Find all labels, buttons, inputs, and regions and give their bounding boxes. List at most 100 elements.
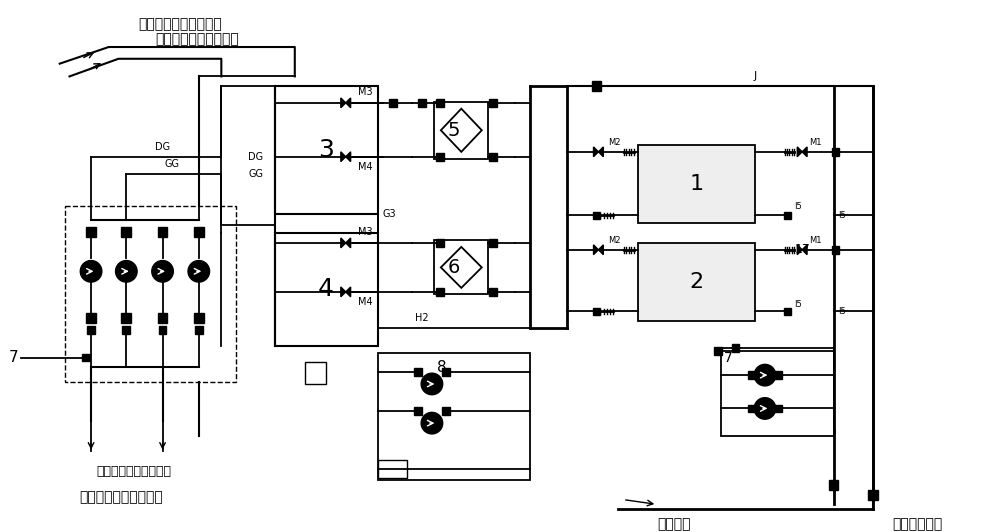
Bar bbox=[832, 148, 839, 156]
Polygon shape bbox=[346, 98, 351, 108]
Text: 低区生活热水供水总管: 低区生活热水供水总管 bbox=[79, 490, 163, 504]
Circle shape bbox=[152, 261, 173, 282]
Text: 4: 4 bbox=[318, 277, 334, 301]
Bar bbox=[275, 86, 378, 213]
Text: M3: M3 bbox=[358, 227, 373, 237]
Text: M4: M4 bbox=[358, 162, 373, 172]
Bar bbox=[489, 99, 497, 107]
Text: J: J bbox=[754, 71, 757, 81]
Bar bbox=[305, 362, 326, 384]
Bar bbox=[829, 480, 838, 490]
Text: GG: GG bbox=[248, 169, 263, 179]
Text: 空调机组: 空调机组 bbox=[657, 517, 691, 531]
Bar bbox=[414, 368, 422, 376]
Text: M2: M2 bbox=[608, 138, 621, 147]
Text: 3: 3 bbox=[318, 138, 334, 162]
Polygon shape bbox=[802, 147, 807, 157]
Bar bbox=[194, 313, 204, 323]
Bar bbox=[121, 227, 131, 237]
Polygon shape bbox=[346, 238, 351, 248]
Text: 2: 2 bbox=[689, 272, 703, 292]
Polygon shape bbox=[341, 98, 346, 108]
Text: 1: 1 bbox=[689, 174, 703, 194]
Bar bbox=[784, 307, 791, 315]
Bar bbox=[714, 347, 722, 354]
Bar bbox=[275, 233, 378, 346]
Bar bbox=[436, 288, 444, 296]
Bar bbox=[378, 353, 530, 480]
Bar bbox=[489, 288, 497, 296]
Bar bbox=[86, 227, 96, 237]
Text: 17: 17 bbox=[794, 243, 810, 256]
Bar bbox=[593, 307, 600, 315]
Bar bbox=[434, 240, 488, 294]
Circle shape bbox=[421, 373, 443, 395]
Text: H2: H2 bbox=[415, 313, 429, 323]
Text: 6: 6 bbox=[447, 258, 460, 277]
Polygon shape bbox=[341, 287, 346, 297]
Polygon shape bbox=[341, 152, 346, 162]
Text: GG: GG bbox=[165, 160, 180, 170]
Bar bbox=[418, 99, 426, 107]
Text: DG: DG bbox=[248, 152, 263, 162]
Bar bbox=[436, 99, 444, 107]
Bar bbox=[434, 102, 488, 159]
Bar bbox=[389, 99, 397, 107]
Bar bbox=[442, 368, 450, 376]
Text: I5: I5 bbox=[838, 211, 846, 220]
Bar bbox=[194, 227, 204, 237]
Bar bbox=[638, 243, 755, 321]
Bar bbox=[592, 81, 601, 91]
Text: M2: M2 bbox=[608, 236, 621, 245]
Text: DG: DG bbox=[155, 142, 170, 152]
Bar bbox=[158, 227, 167, 237]
Circle shape bbox=[80, 261, 102, 282]
Text: 低区生活热水回水总管: 低区生活热水回水总管 bbox=[138, 18, 222, 31]
Polygon shape bbox=[594, 147, 598, 157]
Bar bbox=[748, 371, 756, 379]
Text: 8: 8 bbox=[437, 360, 446, 375]
Bar bbox=[442, 408, 450, 415]
Bar bbox=[832, 246, 839, 254]
Circle shape bbox=[188, 261, 210, 282]
Bar bbox=[638, 145, 755, 223]
Polygon shape bbox=[598, 147, 603, 157]
Text: 7: 7 bbox=[9, 350, 19, 365]
Bar bbox=[593, 212, 600, 219]
Circle shape bbox=[754, 397, 776, 419]
Bar bbox=[65, 206, 236, 382]
Bar bbox=[414, 408, 422, 415]
Bar bbox=[158, 313, 167, 323]
Polygon shape bbox=[346, 287, 351, 297]
Bar bbox=[774, 404, 782, 412]
Bar bbox=[121, 313, 131, 323]
Text: 高区生活热水回水总管: 高区生活热水回水总管 bbox=[156, 32, 239, 46]
Bar bbox=[784, 212, 791, 219]
Text: I5: I5 bbox=[838, 307, 846, 316]
Bar bbox=[87, 326, 95, 334]
Bar bbox=[195, 326, 203, 334]
Text: 酒店分集水器: 酒店分集水器 bbox=[892, 517, 943, 531]
Bar bbox=[868, 490, 878, 500]
Bar bbox=[436, 239, 444, 247]
Text: M3: M3 bbox=[358, 87, 373, 97]
Bar bbox=[82, 354, 90, 361]
Polygon shape bbox=[346, 152, 351, 162]
Bar bbox=[436, 153, 444, 161]
Bar bbox=[732, 344, 739, 352]
Text: 7: 7 bbox=[724, 351, 733, 364]
Bar bbox=[159, 326, 166, 334]
Text: M4: M4 bbox=[358, 297, 373, 307]
Polygon shape bbox=[802, 245, 807, 255]
Text: M1: M1 bbox=[809, 236, 822, 245]
Circle shape bbox=[754, 364, 776, 386]
Bar bbox=[122, 326, 130, 334]
Text: G3: G3 bbox=[383, 209, 397, 219]
Text: I5: I5 bbox=[794, 300, 802, 309]
Bar bbox=[489, 239, 497, 247]
Polygon shape bbox=[797, 147, 802, 157]
Text: I5: I5 bbox=[794, 202, 802, 211]
Bar bbox=[774, 371, 782, 379]
Polygon shape bbox=[594, 245, 598, 255]
Text: 5: 5 bbox=[447, 121, 460, 140]
